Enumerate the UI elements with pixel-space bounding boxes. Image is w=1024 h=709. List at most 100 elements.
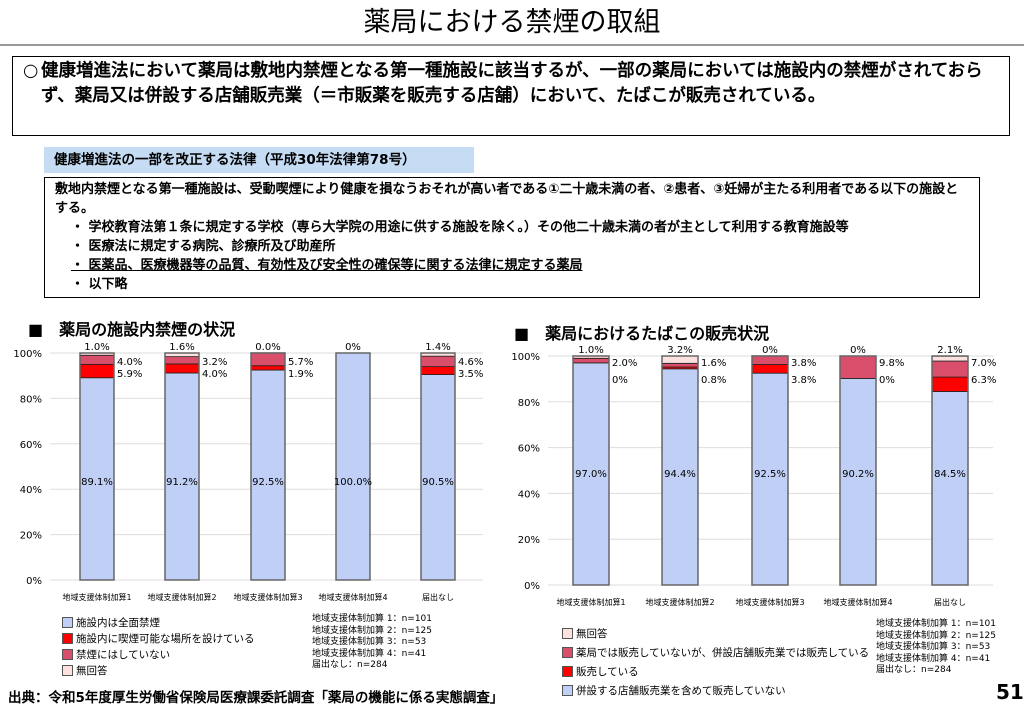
y-tick-label: 40%	[20, 485, 42, 496]
data-label: 2.1%	[937, 345, 962, 356]
y-tick-label: 100%	[13, 349, 42, 360]
bar-segment	[250, 369, 286, 581]
n-item: 地域支援体制加算 1：n=101	[312, 614, 433, 624]
bar-segment	[420, 366, 456, 375]
data-label: 3.8%	[791, 375, 816, 386]
legend-item: 無回答	[62, 662, 255, 678]
bar-segment	[79, 354, 115, 365]
legend-right: 無回答 薬局では販売していないが、併設店舗販売業では販売している 販売している …	[562, 624, 869, 700]
data-label: 100.0%	[334, 477, 372, 488]
bar-segment	[661, 355, 699, 364]
law-item: ・ 医療法に規定する病院、診療所及び助産所	[71, 239, 336, 254]
legend-item: 禁煙にはしていない	[62, 646, 255, 662]
x-tick-label: 届出なし	[422, 592, 454, 602]
bullet-mark: ○	[23, 61, 39, 81]
data-label: 90.5%	[422, 477, 454, 488]
data-label: 97.0%	[575, 469, 607, 480]
chart-title-right: ■ 薬局におけるたばこの販売状況	[514, 324, 770, 343]
x-tick-label: 地域支援体制加算2	[147, 592, 216, 602]
y-tick-label: 80%	[518, 398, 540, 409]
bar-segment	[572, 357, 610, 364]
legend-item: 併設する店舗販売業を含めて販売していない	[562, 681, 869, 700]
legend-left: 施設内は全面禁煙 施設内に喫煙可能な場所を設けている 禁煙にはしていない 無回答	[62, 614, 255, 678]
legend-swatch	[562, 628, 573, 639]
n-item: 地域支援体制加算 3：n=53	[312, 637, 427, 647]
data-label: 89.1%	[81, 477, 113, 488]
n-item: 地域支援体制加算 2：n=125	[876, 630, 997, 641]
legend-item: 施設内は全面禁煙	[62, 614, 255, 630]
bar-segment	[572, 362, 610, 586]
data-label: 3.2%	[667, 345, 692, 356]
legend-swatch	[62, 616, 73, 628]
n-item: 届出なし：n=284	[312, 660, 388, 670]
law-intro: 敷地内禁煙となる第一種施設は、受動喫煙により健康を損なうおそれが高い者である①二…	[55, 182, 959, 216]
summary-text: 健康増進法において薬局は敷地内禁煙となる第一種施設に該当するが、一部の薬局におい…	[41, 61, 983, 106]
page-number: 51	[996, 680, 1024, 704]
data-label: 5.7%	[288, 357, 313, 368]
n-item: 地域支援体制加算 2：n=125	[312, 625, 433, 636]
bar-outline	[335, 352, 371, 581]
y-tick-label: 60%	[20, 440, 42, 451]
legend-swatch	[562, 666, 573, 677]
data-label: 1.4%	[425, 342, 450, 353]
data-label: 0%	[345, 342, 361, 353]
sample-sizes-left: 地域支援体制加算 1：n=101 地域支援体制加算 2：n=125 地域支援体制加算…	[312, 614, 432, 672]
data-label: 0%	[762, 345, 778, 356]
bar-segment	[751, 372, 789, 586]
bar-outline	[250, 352, 286, 581]
y-tick-label: 0%	[26, 576, 42, 587]
bar-segment	[335, 352, 371, 581]
bar-outline	[931, 355, 969, 586]
legend-item: 薬局では販売していないが、併設店舗販売業では販売している	[562, 643, 869, 662]
page-title: 薬局における禁煙の取組	[0, 0, 1024, 46]
data-label: 4.0%	[117, 357, 142, 368]
bar-segment	[164, 363, 200, 374]
bar-segment	[839, 355, 877, 379]
bar-segment	[931, 391, 969, 586]
bar-segment	[164, 356, 200, 365]
sample-sizes-right: 地域支援体制加算 1：n=101 地域支援体制加算 2：n=125 地域支援体制加算…	[876, 619, 996, 677]
data-label: 1.0%	[84, 342, 109, 353]
bar-segment	[661, 362, 699, 368]
legend-swatch	[562, 647, 573, 658]
data-label: 0.8%	[701, 375, 726, 386]
bar-segment	[250, 352, 286, 367]
y-tick-label: 80%	[20, 394, 42, 405]
data-label: 3.8%	[791, 358, 816, 369]
n-item: 地域支援体制加算 4：n=41	[312, 648, 427, 659]
data-label: 1.6%	[701, 358, 726, 369]
legend-swatch	[562, 685, 573, 696]
law-item: ・ 以下略	[71, 277, 128, 292]
data-label: 4.6%	[458, 357, 483, 368]
data-label: 6.3%	[971, 375, 996, 386]
bar-outline	[79, 352, 115, 581]
n-item: 地域支援体制加算 1：n=101	[876, 619, 997, 629]
x-tick-label: 地域支援体制加算1	[556, 597, 625, 607]
x-tick-label: 地域支援体制加算4	[318, 592, 387, 602]
y-tick-label: 20%	[518, 535, 540, 546]
bar-segment	[751, 364, 789, 374]
law-item: ・ 学校教育法第１条に規定する学校（専ら大学院の用途に供する施設を除く。）その他…	[71, 220, 849, 235]
bar-segment	[839, 378, 877, 586]
data-label: 0.0%	[255, 342, 280, 353]
data-label: 1.0%	[578, 345, 603, 356]
y-tick-label: 40%	[518, 489, 540, 500]
x-tick-label: 地域支援体制加算4	[823, 597, 892, 607]
data-label: 5.9%	[117, 369, 142, 380]
data-label: 91.2%	[166, 477, 198, 488]
data-label: 0%	[850, 345, 866, 356]
x-tick-label: 地域支援体制加算3	[735, 597, 804, 607]
legend-swatch	[62, 632, 73, 644]
legend-swatch	[62, 648, 73, 660]
chart-right: 0% 20% 40% 60% 80% 100% 1.0% 97.0% 2.0% 0% 地域支援体制加…	[511, 345, 996, 607]
law-item: ・ 医薬品、医療機器等の品質、有効性及び安全性の確保等に関する法律に規定する薬局	[71, 258, 583, 273]
legend-swatch	[62, 664, 73, 676]
legend-item: 販売している	[562, 662, 869, 681]
data-label: 9.8%	[879, 358, 904, 369]
data-label: 92.5%	[754, 469, 786, 480]
bar-segment	[931, 360, 969, 378]
bar-segment	[931, 355, 969, 362]
bar-outline	[420, 352, 456, 581]
data-label: 0%	[612, 375, 628, 386]
data-label: 4.0%	[202, 369, 227, 380]
